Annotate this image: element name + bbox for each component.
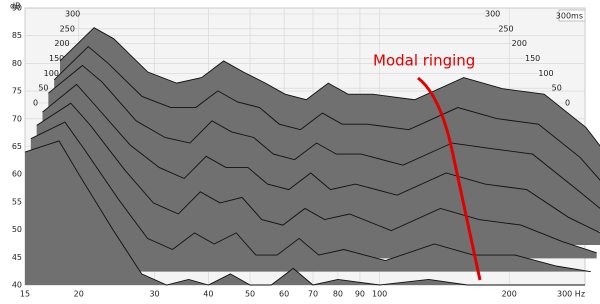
time-tick-label: 300: [65, 10, 80, 19]
y-tick-label: 55: [12, 197, 22, 206]
time-label: 300ms: [556, 12, 583, 21]
time-tick-label: 50: [38, 84, 48, 93]
x-tick-label: 200: [502, 290, 517, 299]
y-tick-label: 65: [12, 142, 22, 151]
time-tick-label: 150: [525, 54, 540, 63]
x-tick-label: 15: [20, 290, 30, 299]
y-tick-label: 90: [12, 4, 22, 13]
y-tick-label: 45: [12, 253, 22, 262]
x-tick-label: 50: [245, 290, 255, 299]
time-tick-label: 200: [54, 39, 69, 48]
x-tick-label: 60: [279, 290, 289, 299]
y-tick-label: 60: [12, 170, 22, 179]
time-tick-label: 100: [538, 69, 553, 78]
time-tick-label: 250: [498, 24, 513, 33]
x-tick-label: 300 Hz: [557, 290, 585, 299]
time-tick-label: 0: [565, 99, 570, 108]
y-tick-label: 40: [12, 281, 22, 290]
time-tick-label: 50: [552, 84, 562, 93]
y-tick-label: 50: [12, 225, 22, 234]
x-tick-label: 20: [74, 290, 84, 299]
x-tick-label: 90: [355, 290, 365, 299]
annotation: Modal ringing: [373, 52, 475, 70]
y-tick-label: 70: [12, 114, 22, 123]
x-tick-label: 100: [372, 290, 387, 299]
x-tick-label: 70: [308, 290, 318, 299]
y-tick-label: 80: [12, 59, 22, 68]
x-tick-label: 80: [333, 290, 343, 299]
y-tick-label: 75: [12, 87, 22, 96]
time-tick-label: 100: [44, 69, 59, 78]
time-tick-label: 0: [33, 99, 38, 108]
x-tick-label: 30: [149, 290, 159, 299]
time-tick-label: 250: [60, 24, 75, 33]
time-tick-label: 200: [512, 39, 527, 48]
y-tick-label: 85: [12, 31, 22, 40]
x-tick-label: 40: [203, 290, 213, 299]
time-tick-label: 300: [485, 10, 500, 19]
